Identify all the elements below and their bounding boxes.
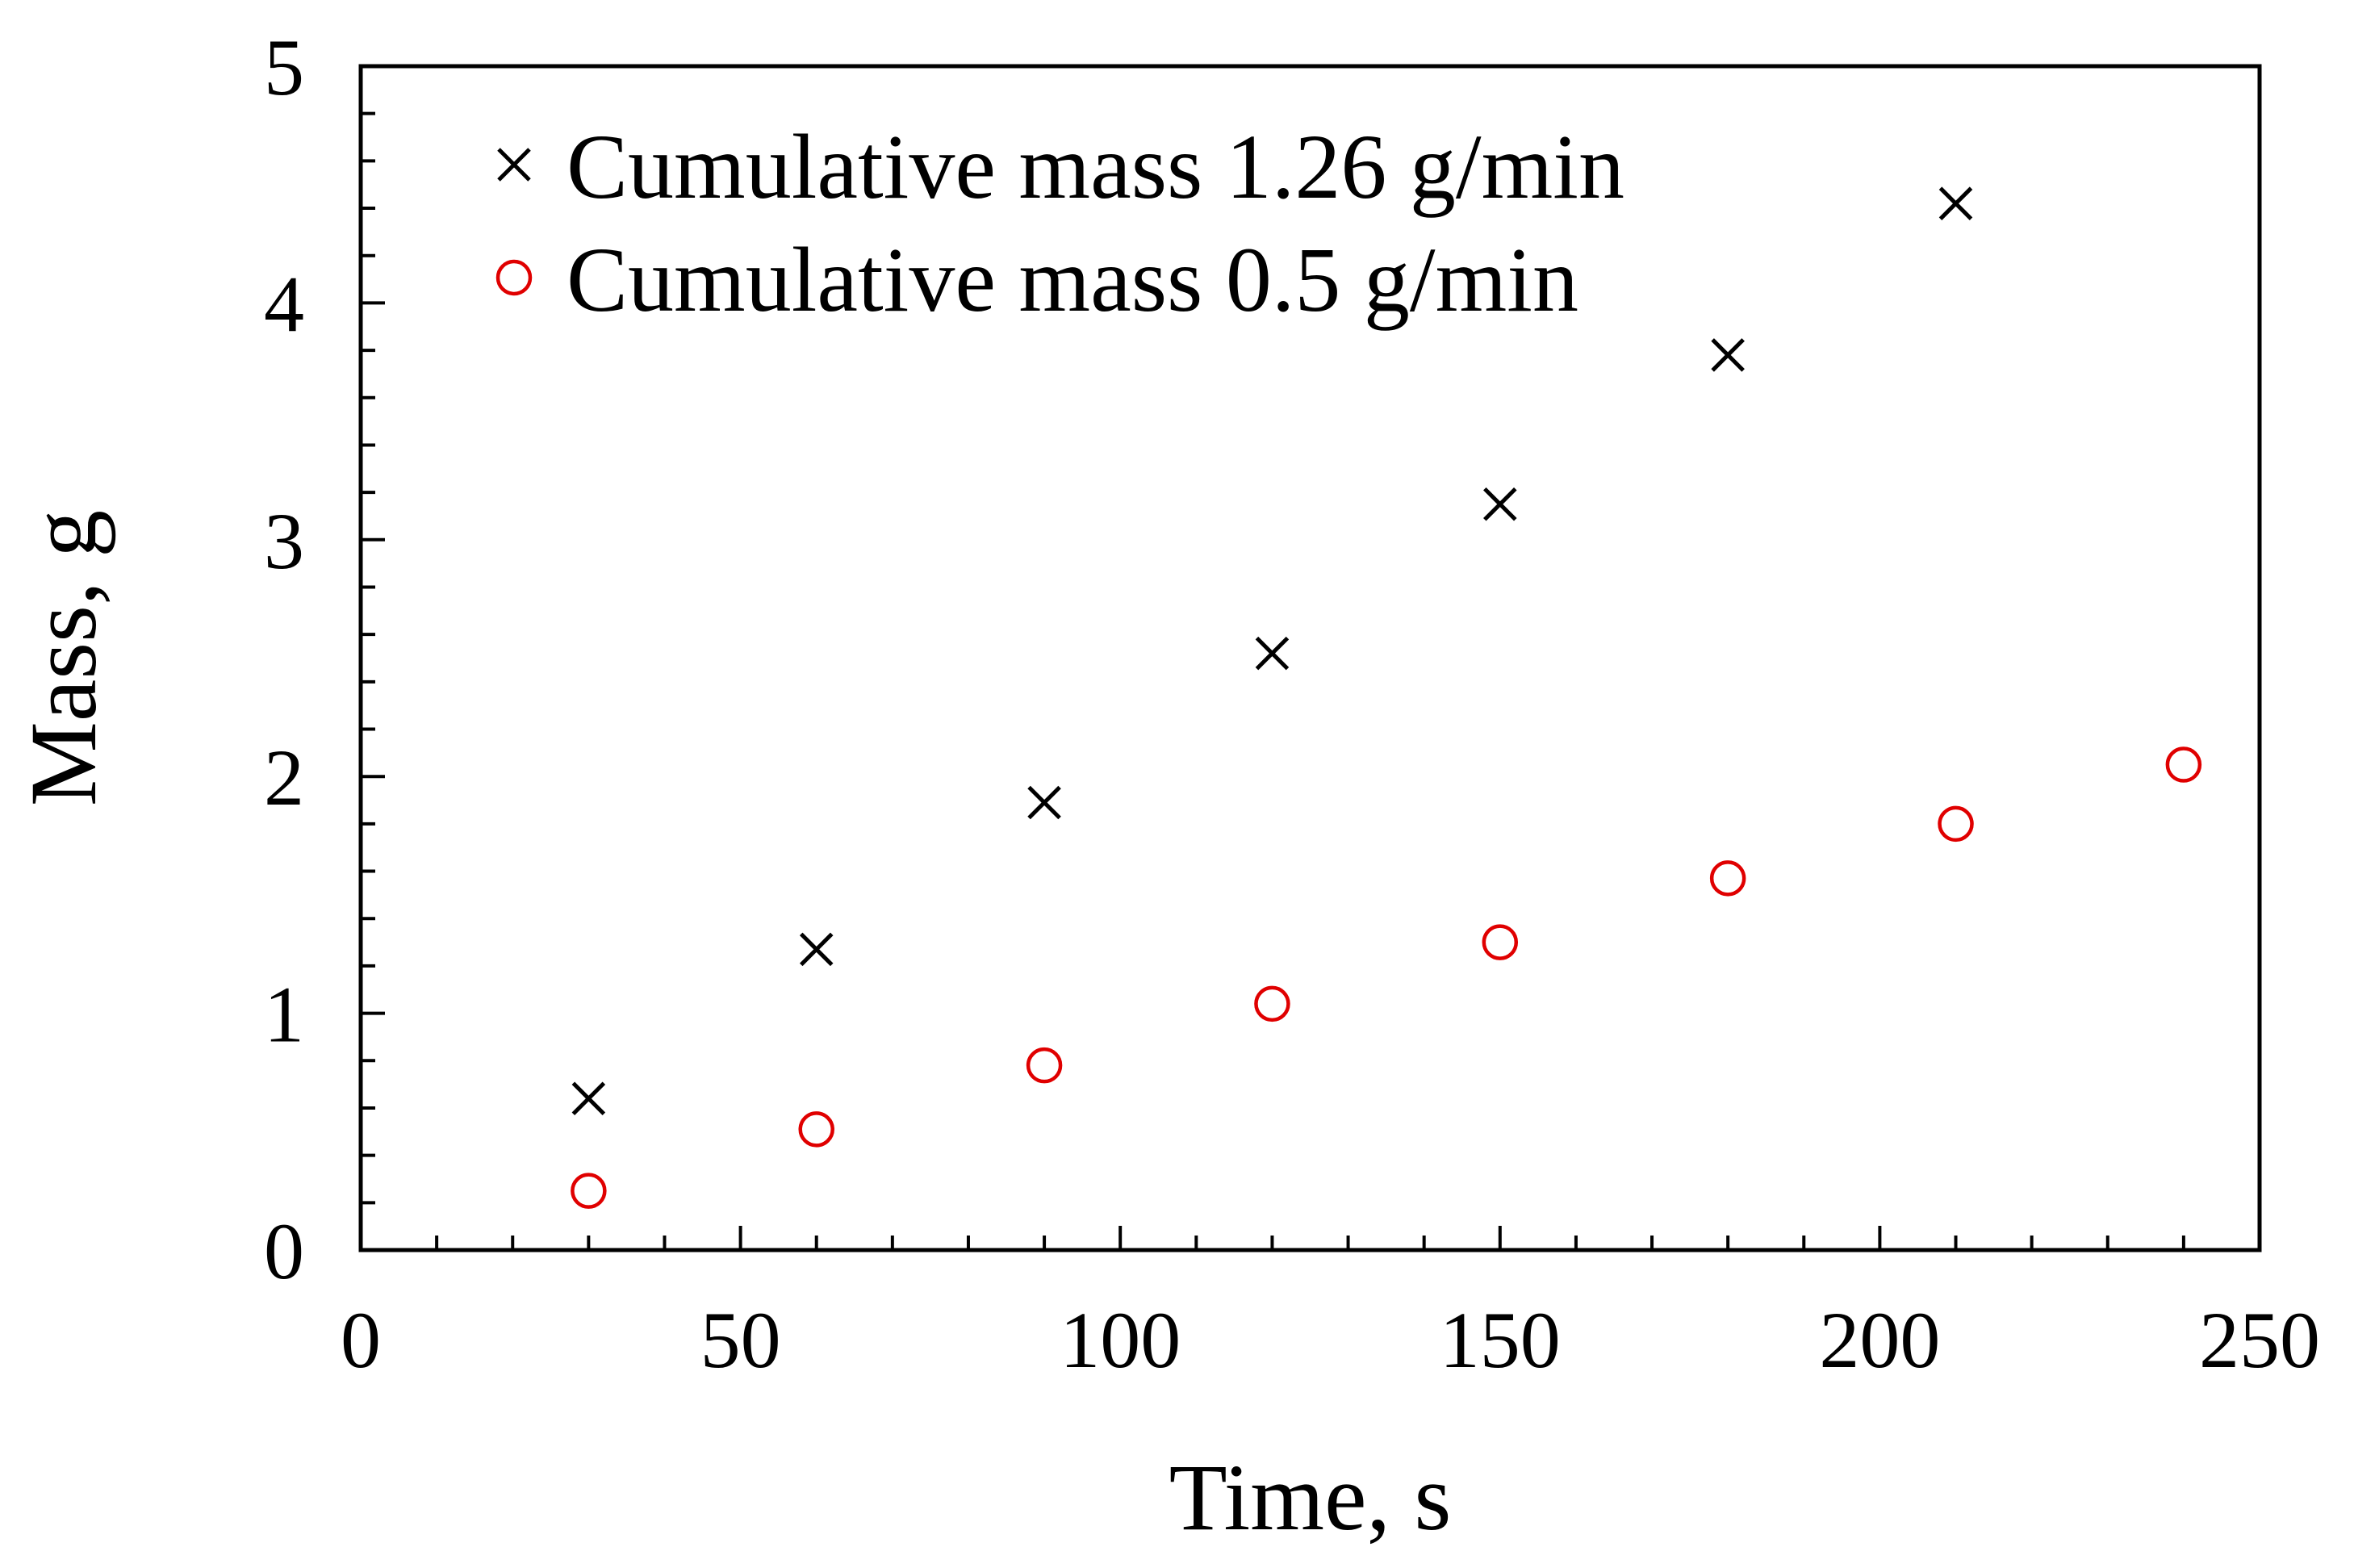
y-axis: 0 1 2 3 4 5 bbox=[264, 23, 385, 1296]
data-point-circle bbox=[1254, 985, 1290, 1022]
y-tick-label: 4 bbox=[264, 259, 304, 349]
y-tick-label: 3 bbox=[264, 496, 304, 586]
data-point-cross bbox=[1938, 186, 1973, 220]
y-axis-title: Mass, g bbox=[10, 510, 116, 806]
legend-marker-cross-stroke-b bbox=[497, 148, 531, 182]
x-tick-label: 150 bbox=[1440, 1295, 1561, 1385]
data-point-cross-stroke-b bbox=[571, 1081, 606, 1115]
x-tick-label: 250 bbox=[2199, 1295, 2320, 1385]
legend-label: Cumulative mass 1.26 g/min bbox=[567, 115, 1624, 218]
x-tick-label: 0 bbox=[341, 1295, 381, 1385]
data-point-circle bbox=[571, 1173, 607, 1209]
y-tick-label: 2 bbox=[264, 733, 304, 822]
x-axis-title: Time, s bbox=[1169, 1445, 1452, 1550]
y-tick-label: 1 bbox=[264, 970, 304, 1060]
series-1 bbox=[571, 186, 1973, 1115]
data-point-cross bbox=[1027, 785, 1061, 820]
data-point-cross-stroke-b bbox=[1938, 186, 1973, 220]
data-point-cross bbox=[1255, 636, 1290, 671]
data-point-circle bbox=[798, 1111, 834, 1148]
plot-frame bbox=[358, 64, 2262, 1252]
data-point-circle bbox=[1482, 924, 1519, 960]
data-point-cross-stroke-b bbox=[1255, 636, 1290, 671]
data-points bbox=[571, 186, 2202, 1209]
y-tick-label: 0 bbox=[264, 1206, 304, 1296]
legend-item: Cumulative mass 1.26 g/min bbox=[497, 115, 1624, 218]
data-point-circle bbox=[1709, 860, 1746, 897]
plot-area bbox=[358, 64, 2262, 1252]
legend-item: Cumulative mass 0.5 g/min bbox=[495, 228, 1578, 331]
x-tick-label: 200 bbox=[1819, 1295, 1940, 1385]
data-point-circle bbox=[1938, 805, 1974, 843]
data-point-cross bbox=[1483, 487, 1517, 521]
data-point-cross-stroke-b bbox=[1711, 338, 1745, 372]
x-axis: 0 50 100 150 200 250 bbox=[341, 1226, 2320, 1385]
data-point-cross bbox=[799, 932, 834, 967]
data-point-cross-stroke-b bbox=[1483, 487, 1517, 521]
data-point-cross-stroke-b bbox=[1027, 785, 1061, 820]
legend-marker-circle bbox=[495, 259, 533, 296]
series-2 bbox=[571, 746, 2202, 1209]
data-point-cross bbox=[1711, 338, 1745, 372]
data-point-cross bbox=[571, 1081, 606, 1115]
data-point-cross-stroke-b bbox=[799, 932, 834, 967]
legend-marker-cross bbox=[497, 148, 531, 182]
data-point-circle bbox=[2165, 746, 2202, 783]
legend-label: Cumulative mass 0.5 g/min bbox=[567, 228, 1578, 331]
x-tick-label: 100 bbox=[1060, 1295, 1181, 1385]
y-tick-label: 5 bbox=[264, 23, 304, 112]
x-tick-label: 50 bbox=[700, 1295, 781, 1385]
data-point-circle bbox=[1026, 1047, 1063, 1084]
